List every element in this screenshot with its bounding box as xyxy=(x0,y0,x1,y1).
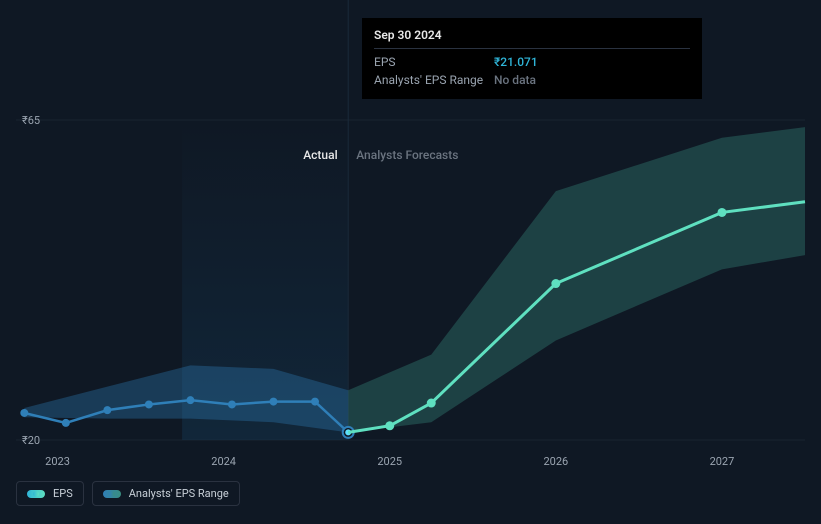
eps-chart: ₹65 ₹20 2023 2024 2025 2026 2027 Actual Analy… xyxy=(0,0,821,520)
legend-swatch-eps xyxy=(27,490,45,498)
x-tick-label: 2026 xyxy=(543,455,568,468)
legend-label: Analysts' EPS Range xyxy=(129,487,229,500)
tooltip-row-value: No data xyxy=(494,73,536,87)
legend-item-eps[interactable]: EPS xyxy=(16,481,84,506)
tooltip-row: EPS₹21.071 xyxy=(374,53,690,71)
legend-swatch-range xyxy=(103,490,121,498)
y-tick-label: ₹20 xyxy=(22,434,40,447)
tooltip-row-value: ₹21.071 xyxy=(494,55,538,69)
y-tick-label: ₹65 xyxy=(22,114,40,127)
tooltip-row-label: EPS xyxy=(374,55,494,69)
legend-label: EPS xyxy=(53,487,73,500)
section-label-forecast: Analysts Forecasts xyxy=(356,148,458,162)
tooltip-row: Analysts' EPS RangeNo data xyxy=(374,71,690,89)
x-tick-label: 2027 xyxy=(710,455,735,468)
tooltip-date: Sep 30 2024 xyxy=(374,28,690,49)
chart-legend: EPS Analysts' EPS Range xyxy=(16,481,240,506)
section-label-actual: Actual xyxy=(303,148,337,162)
legend-item-range[interactable]: Analysts' EPS Range xyxy=(92,481,240,506)
tooltip-row-label: Analysts' EPS Range xyxy=(374,73,494,87)
chart-tooltip: Sep 30 2024 EPS₹21.071Analysts' EPS Rang… xyxy=(362,18,702,99)
x-tick-label: 2025 xyxy=(377,455,402,468)
x-tick-label: 2023 xyxy=(45,455,70,468)
x-tick-label: 2024 xyxy=(211,455,236,468)
